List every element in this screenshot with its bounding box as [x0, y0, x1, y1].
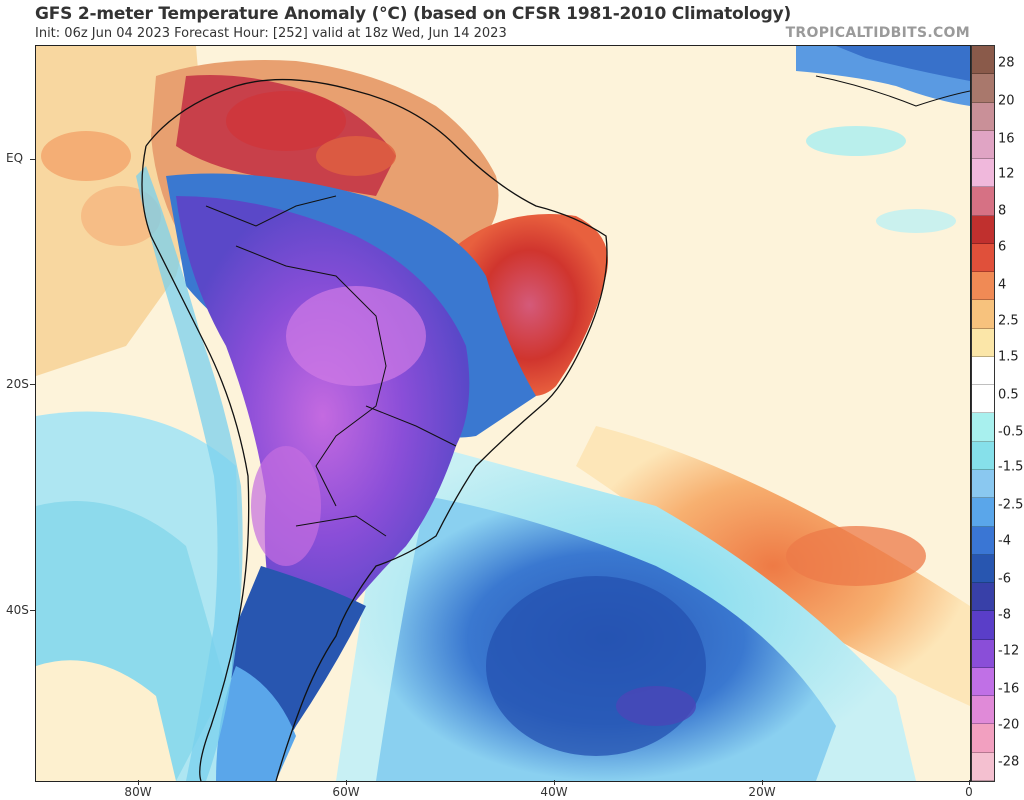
lat-tick [30, 384, 35, 385]
colorbar-segment [972, 469, 994, 499]
forecast-info: Init: 06z Jun 04 2023 Forecast Hour: [25… [35, 26, 507, 41]
site-credit[interactable]: TROPICALTIDBITS.COM [785, 25, 970, 41]
lon-label-60w: 60W [332, 785, 360, 799]
colorbar-segment [972, 272, 994, 301]
colorbar-label: 12 [998, 166, 1015, 182]
map-title: GFS 2-meter Temperature Anomaly (°C) (ba… [35, 4, 792, 24]
colorbar-label: -20 [998, 717, 1020, 733]
colorbar-label: 16 [998, 131, 1015, 147]
lat-label-eq: EQ [6, 151, 24, 165]
colorbar-label: 2.5 [998, 313, 1019, 329]
colorbar-segment [972, 130, 994, 160]
colorbar-segment [972, 413, 994, 442]
lon-tick [346, 780, 347, 785]
colorbar-segment [972, 102, 994, 131]
colorbar-segment [972, 752, 994, 781]
lat-tick [30, 610, 35, 611]
lon-label-40w: 40W [540, 785, 568, 799]
colorbar-segment [972, 243, 994, 273]
colorbar-label: -28 [998, 754, 1020, 770]
colorbar-label: 6 [998, 239, 1007, 255]
colorbar-segment [972, 611, 994, 640]
colorbar-label: -8 [998, 607, 1011, 623]
colorbar-segment [972, 46, 994, 75]
lat-tick [30, 159, 35, 160]
colorbar-segment [972, 667, 994, 697]
colorbar-segment [972, 159, 994, 188]
colorbar-segment [972, 300, 994, 329]
colorbar-label: 1.5 [998, 349, 1019, 365]
colorbar-segment [972, 328, 994, 357]
lon-tick [762, 780, 763, 785]
lat-label-20s: 20S [6, 377, 29, 391]
colorbar-label: -6 [998, 571, 1011, 587]
colorbar-segment [972, 724, 994, 753]
colorbar-segment [972, 554, 994, 584]
colorbar-label: -4 [998, 533, 1011, 549]
colorbar-label: -12 [998, 643, 1020, 659]
colorbar-segment [972, 385, 994, 414]
lon-tick [554, 780, 555, 785]
colorbar-segment [972, 74, 994, 103]
colorbar-segment [972, 639, 994, 668]
lon-label-20w: 20W [748, 785, 776, 799]
colorbar-segment [972, 498, 994, 527]
colorbar-label: 20 [998, 93, 1015, 109]
lat-label-40s: 40S [6, 603, 29, 617]
colorbar-segment [972, 356, 994, 386]
colorbar-segment [972, 583, 994, 612]
colorbar-label: 0.5 [998, 387, 1019, 403]
colorbar-label: -2.5 [998, 497, 1024, 513]
colorbar-label: -1.5 [998, 459, 1024, 475]
colorbar-segment [972, 526, 994, 555]
colorbar-segment [972, 696, 994, 725]
colorbar [971, 45, 995, 782]
lon-tick [969, 780, 970, 785]
colorbar-label: 28 [998, 55, 1015, 71]
colorbar-segment [972, 441, 994, 470]
colorbar-label: -0.5 [998, 424, 1024, 440]
lon-label-0: 0 [965, 785, 973, 799]
colorbar-segment [972, 215, 994, 244]
colorbar-label: 8 [998, 203, 1007, 219]
lon-tick [138, 780, 139, 785]
anomaly-map [35, 45, 971, 782]
colorbar-label: 4 [998, 277, 1007, 293]
colorbar-segment [972, 187, 994, 216]
lon-label-80w: 80W [124, 785, 152, 799]
colorbar-label: -16 [998, 681, 1020, 697]
